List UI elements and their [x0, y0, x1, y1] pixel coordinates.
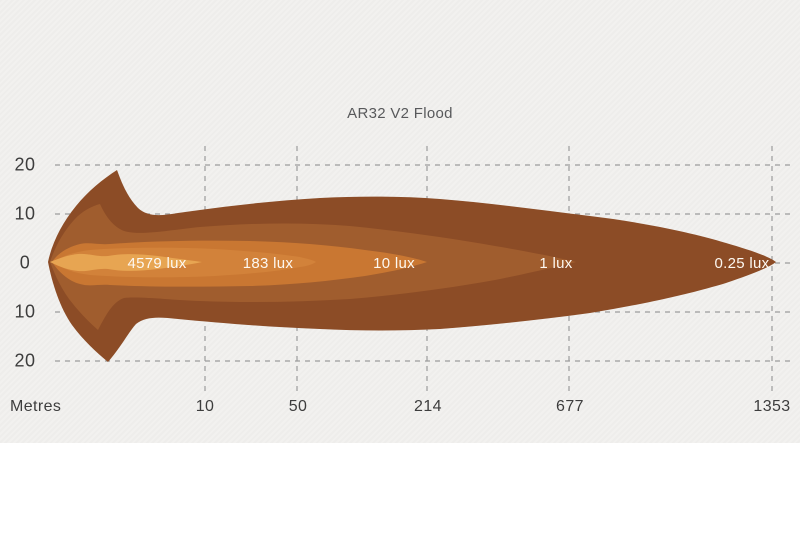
- lux-label-4579: 4579 lux: [127, 255, 186, 272]
- y-axis-tick-0: 0: [19, 252, 31, 273]
- lux-label-183: 183 lux: [243, 255, 294, 272]
- lux-label-1: 1 lux: [539, 255, 572, 272]
- x-axis-tick-677m: 677: [556, 398, 584, 415]
- chart-title: AR32 V2 Flood: [347, 105, 453, 122]
- x-axis-tick-1353m: 1353: [753, 398, 791, 415]
- y-axis-tick-20-bottom: 20: [14, 350, 36, 371]
- y-axis-tick-10-bottom: 10: [14, 301, 36, 322]
- lux-label-0-25: 0.25 lux: [715, 255, 770, 272]
- y-axis-tick-20-top: 20: [14, 154, 36, 175]
- lux-label-10: 10 lux: [373, 255, 415, 272]
- x-axis-tick-50m: 50: [288, 398, 308, 415]
- page-background: [0, 443, 800, 540]
- y-axis-tick-10-top: 10: [14, 203, 36, 224]
- x-axis-unit-label: Metres: [10, 398, 62, 415]
- x-axis-tick-214m: 214: [414, 398, 442, 415]
- x-axis-tick-10m: 10: [195, 398, 215, 415]
- lux-labels: 4579 lux 183 lux 10 lux 1 lux 0.25 lux: [127, 255, 769, 272]
- beam-region-4579-lux: [50, 253, 202, 272]
